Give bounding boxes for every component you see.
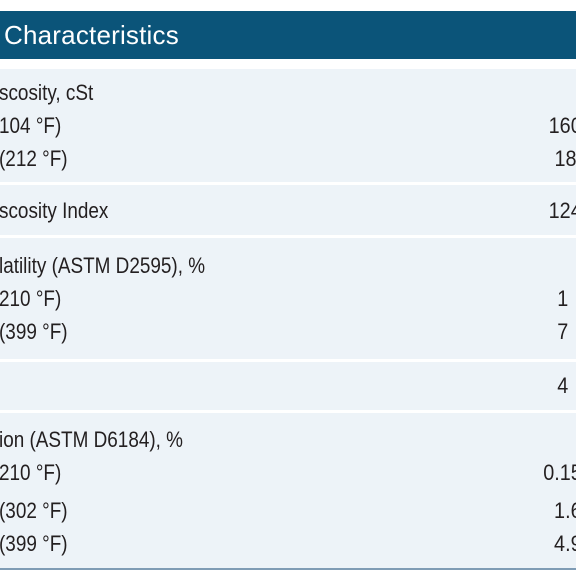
evaporation-210f-value: 0.15 [543,460,576,485]
viscosity-index-value: 124 [548,198,576,223]
volatility-section [0,238,576,359]
volatility-label: latility (ASTM D2595), % [0,253,206,278]
evaporation-302f-label: (302 °F) [0,498,68,523]
viscosity-212f-label: (212 °F) [0,146,68,171]
viscosity-row-title: scosity, cSt [0,79,576,107]
bottom-rule [0,568,576,570]
evaporation-210f-label: 210 °F) [0,460,62,485]
evaporation-row-title: ion (ASTM D6184), % [0,426,576,454]
section-divider [0,182,576,185]
evaporation-label: ion (ASTM D6184), % [0,427,184,452]
evaporation-row-302f: (302 °F) 1.6 [0,497,576,525]
unlabeled-value: 4 [556,373,568,398]
volatility-row-210f: 210 °F) 1 [0,285,576,313]
evaporation-399f-label: (399 °F) [0,531,68,556]
volatility-row-title: latility (ASTM D2595), % [0,252,576,280]
viscosity-row-212f: (212 °F) 18 [0,145,576,173]
volatility-399f-value: 7 [556,319,568,344]
viscosity-104f-label: 104 °F) [0,113,62,138]
volatility-row-399f: (399 °F) 7 [0,318,576,346]
evaporation-399f-value: 4.9 [554,531,576,556]
viscosity-row-104f: 104 °F) 160 [0,112,576,140]
section-divider [0,235,576,238]
viscosity-index-label: scosity Index [0,198,109,223]
viscosity-section [0,69,576,182]
volatility-399f-label: (399 °F) [0,319,68,344]
table-header: Characteristics [0,11,576,59]
viscosity-label: scosity, cSt [0,80,94,105]
volatility-210f-value: 1 [556,286,568,311]
viscosity-index-section [0,185,576,235]
evaporation-row-399f: (399 °F) 4.9 [0,530,576,558]
evaporation-section [0,413,576,568]
section-divider [0,410,576,413]
unlabeled-row: 4 [0,372,576,400]
evaporation-row-210f: 210 °F) 0.15 [0,459,576,487]
viscosity-index-row: scosity Index 124 [0,197,576,225]
evaporation-302f-value: 1.6 [554,498,576,523]
section-divider [0,359,576,362]
unlabeled-section [0,362,576,410]
viscosity-212f-value: 18 [553,146,576,171]
viscosity-104f-value: 160 [548,113,576,138]
volatility-210f-label: 210 °F) [0,286,62,311]
